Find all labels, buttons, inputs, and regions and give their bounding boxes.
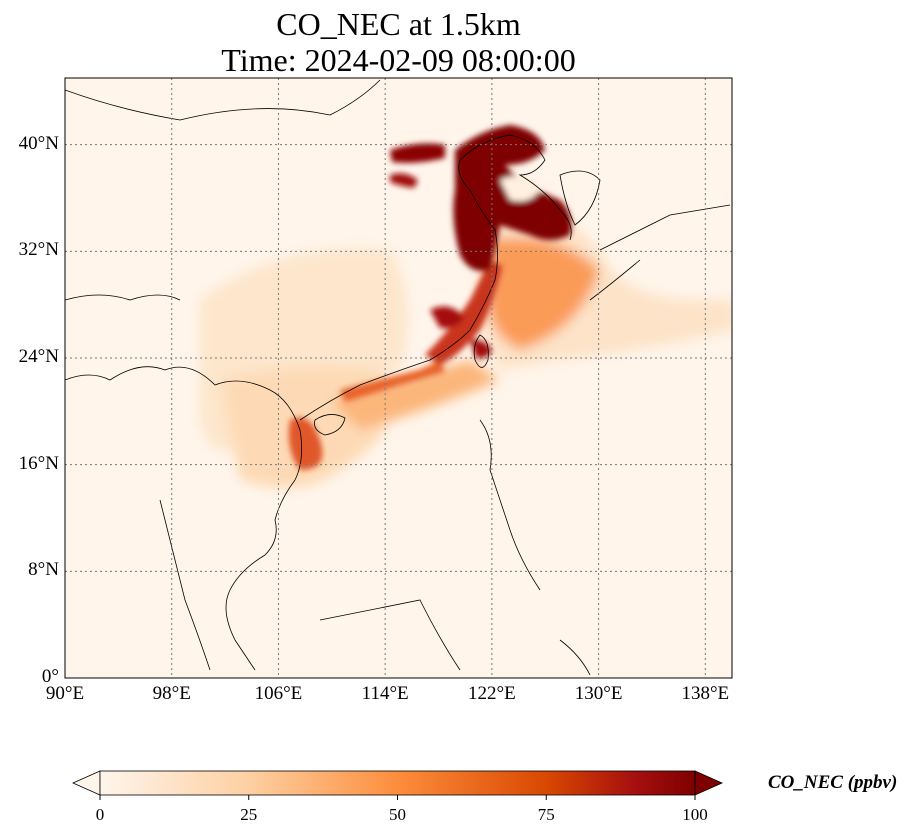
coastline-taiwan — [473, 334, 489, 368]
coastline-hainan — [314, 414, 346, 436]
borders-north — [65, 79, 381, 301]
lat-tick-label: 40°N — [18, 132, 59, 154]
colorbar-tick-label: 75 — [537, 805, 555, 824]
coastline-philippines — [479, 419, 541, 591]
lon-tick-label: 138°E — [681, 683, 730, 704]
plume-east-china-sea — [488, 238, 600, 350]
lon-tick-label: 98°E — [152, 683, 191, 704]
plume-south-coast — [340, 360, 445, 402]
concentration-core — [288, 125, 572, 470]
colorbar-tick-label: 100 — [682, 805, 708, 824]
coastline-korea — [559, 170, 601, 226]
lat-tick-label: 32°N — [18, 239, 59, 261]
map-frame — [64, 77, 733, 679]
colorbar-extend-max — [694, 770, 723, 796]
lon-tick-label: 122°E — [468, 683, 516, 704]
colorbar-title: CO_NEC (ppbv) — [768, 772, 898, 793]
coastlines — [65, 79, 731, 676]
lon-tick-label: 90°E — [45, 683, 85, 704]
lon-tick-label: 130°E — [574, 683, 623, 704]
map-plot-area — [65, 78, 732, 678]
colorbar — [72, 770, 723, 800]
plume-red-river — [288, 417, 323, 470]
colorbar-tick-label: 50 — [389, 805, 406, 824]
lon-tick-label: 106°E — [254, 683, 303, 704]
plume-fujian — [430, 306, 465, 329]
coastline-borneo — [319, 599, 591, 676]
lat-tick-label: 16°N — [18, 452, 59, 474]
colorbar-tick-label: 25 — [240, 805, 258, 824]
coastline-indochina — [65, 366, 303, 671]
colorbar-gradient — [100, 771, 695, 795]
coastline-malay — [159, 499, 211, 671]
map-title: CO_NEC at 1.5km — [276, 6, 521, 42]
lat-tick-label: 0° — [41, 666, 59, 687]
colorbar-extend-min — [72, 770, 101, 796]
lon-tick-label: 114°E — [361, 683, 409, 704]
colorbar-ticks — [99, 795, 696, 800]
colorbar-tick-label: 0 — [95, 805, 105, 824]
plume-north-west-fragments — [390, 143, 445, 163]
lat-tick-label: 8°N — [28, 559, 59, 581]
lat-tick-label: 24°N — [18, 346, 59, 367]
coastline-china — [299, 134, 572, 421]
plume-gap-bohai — [500, 176, 540, 202]
plume-coast — [330, 360, 500, 430]
coastline-japan — [589, 204, 731, 301]
gridlines — [65, 78, 732, 678]
map-subtitle-time: Time: 2024-02-09 08:00:00 — [221, 42, 576, 78]
plume-fragment — [390, 173, 418, 188]
plume-east-coast — [425, 260, 502, 365]
